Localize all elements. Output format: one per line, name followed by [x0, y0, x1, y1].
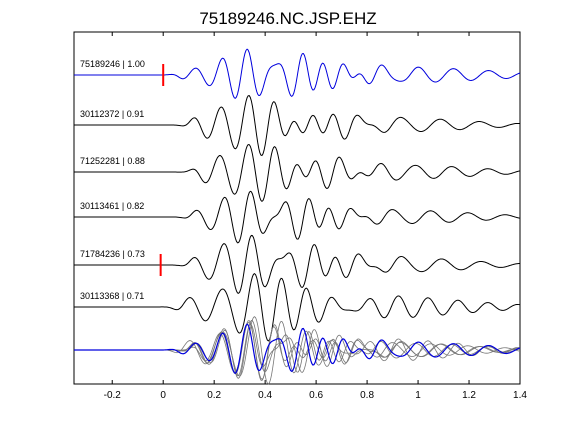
x-tick-label: 0.2 — [207, 390, 221, 401]
pick-markers — [159, 64, 165, 276]
trace-label-75189246: 75189246 | 1.00 — [80, 59, 145, 69]
stack-overlay — [74, 316, 521, 385]
trace-30112372 — [74, 95, 521, 157]
x-tick-label: 1 — [415, 390, 421, 401]
trace-label-71252281: 71252281 | 0.88 — [80, 156, 145, 166]
trace-label-30112372: 30112372 | 0.91 — [80, 109, 144, 119]
x-tick-label: 0 — [160, 390, 166, 401]
x-tick-label: 0.8 — [360, 390, 374, 401]
x-tick-label: 0.4 — [258, 390, 272, 401]
trace-label-30113368: 30113368 | 0.71 — [80, 291, 144, 301]
x-tick-label: 1.2 — [462, 390, 476, 401]
x-tick-label: 1.4 — [513, 390, 527, 401]
trace-75189246 — [74, 48, 521, 99]
trace-label-30113461: 30113461 | 0.82 — [80, 201, 144, 211]
trace-71784236 — [74, 234, 521, 294]
trace-71252281 — [74, 144, 521, 203]
trace-30113368 — [74, 272, 521, 342]
x-tick-label: 0.6 — [309, 390, 323, 401]
stack-reference-trace — [74, 323, 521, 375]
trace-labels: 75189246 | 1.00 30112372 | 0.91 71252281 |… — [80, 59, 145, 301]
chart-title: 75189246.NC.JSP.EHZ — [199, 9, 376, 28]
trace-group — [74, 48, 521, 342]
plot-frame — [73, 31, 521, 385]
trace-30113461 — [74, 190, 521, 244]
x-tick-label: -0.2 — [104, 390, 122, 401]
trace-label-71784236: 71784236 | 0.73 — [80, 249, 145, 259]
x-axis: -0.2 0 0.2 0.4 0.6 0.8 1 1.2 1.4 — [104, 32, 527, 401]
